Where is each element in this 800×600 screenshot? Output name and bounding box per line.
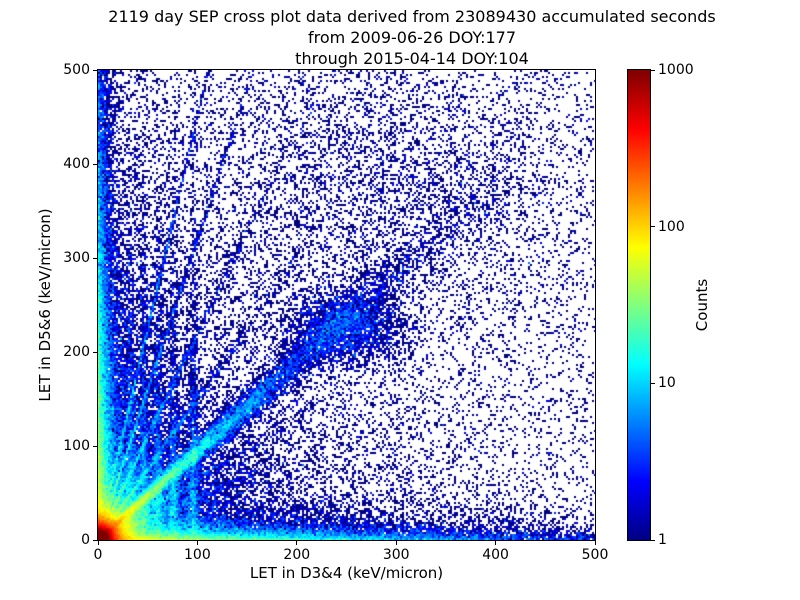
colorbar-label: Counts — [693, 278, 711, 332]
y-tick-mark — [93, 163, 97, 165]
plot-area — [97, 69, 596, 541]
x-tick-mark — [594, 541, 596, 545]
x-tick-label: 300 — [382, 547, 410, 563]
y-tick-label: 400 — [63, 156, 90, 172]
x-tick-mark — [296, 541, 298, 545]
scatter-density-canvas — [98, 70, 595, 540]
colorbar-tick-mark — [651, 382, 655, 384]
y-tick-mark — [93, 257, 97, 259]
colorbar-tick-mark — [651, 69, 655, 71]
x-tick-label: 500 — [581, 547, 609, 563]
x-tick-mark — [495, 541, 497, 545]
y-tick-mark — [93, 69, 97, 71]
colorbar-tick-mark — [651, 226, 655, 228]
y-tick-mark — [93, 539, 97, 541]
colorbar-tick-label: 100 — [658, 218, 685, 235]
y-tick-mark — [93, 445, 97, 447]
colorbar-tick-label: 1 — [658, 532, 667, 548]
x-tick-label: 200 — [283, 547, 311, 563]
x-tick-mark — [97, 541, 99, 545]
x-tick-label: 400 — [482, 547, 509, 563]
colorbar-tick-label: 10 — [658, 375, 676, 392]
chart-title: 2119 day SEP cross plot data derived fro… — [108, 7, 716, 26]
y-tick-label: 0 — [81, 532, 90, 548]
x-tick-label: 100 — [184, 547, 211, 563]
title-block: 2119 day SEP cross plot data derived fro… — [0, 6, 800, 69]
colorbar-tick-mark — [651, 539, 655, 541]
chart-subtitle-through: through 2015-04-14 DOY:104 — [295, 49, 529, 68]
x-tick-label: 0 — [93, 547, 103, 563]
x-tick-mark — [395, 541, 397, 545]
y-tick-label: 300 — [63, 250, 90, 266]
y-tick-mark — [93, 351, 97, 353]
y-tick-label: 200 — [63, 344, 90, 360]
colorbar — [627, 69, 651, 541]
y-tick-label: 500 — [63, 62, 90, 78]
x-tick-mark — [196, 541, 198, 545]
x-axis-label: LET in D3&4 (keV/micron) — [249, 564, 444, 582]
chart-subtitle-from: from 2009-06-26 DOY:177 — [307, 28, 516, 47]
y-tick-label: 100 — [63, 438, 90, 454]
y-axis-label: LET in D5&6 (keV/micron) — [36, 208, 54, 402]
colorbar-gradient-canvas — [628, 70, 650, 540]
colorbar-tick-label: 1000 — [658, 62, 694, 78]
